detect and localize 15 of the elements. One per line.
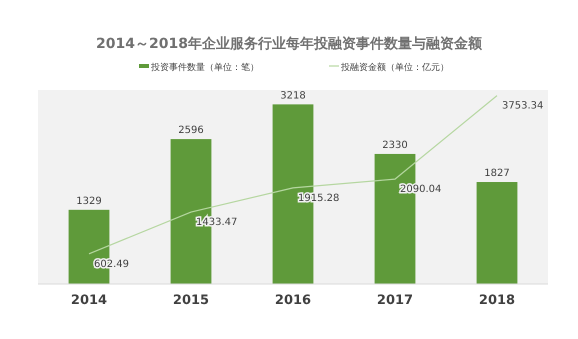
x-tick-label: 2014 [70, 293, 108, 308]
legend-label: 投融资金额（单位：亿元） [340, 62, 449, 73]
legend-label: 投资事件数量（单位：笔） [150, 62, 259, 73]
data-label: 1329 [76, 196, 102, 207]
data-label: 3753.34 [502, 100, 544, 112]
data-label: 1827 [484, 168, 510, 180]
x-tick-label: 2017 [376, 293, 414, 308]
data-label: 3218 [280, 90, 306, 102]
data-label: 2330 [382, 140, 408, 151]
x-tick-label: 2018 [478, 293, 516, 308]
data-label: 2596 [178, 125, 204, 136]
chart-title: 2014～2018年企业服务行业每年投融资事件数量与融资金额 [96, 35, 483, 52]
x-tick-label: 2016 [274, 293, 312, 308]
x-tick-label: 2015 [172, 293, 210, 308]
bar [476, 182, 518, 284]
